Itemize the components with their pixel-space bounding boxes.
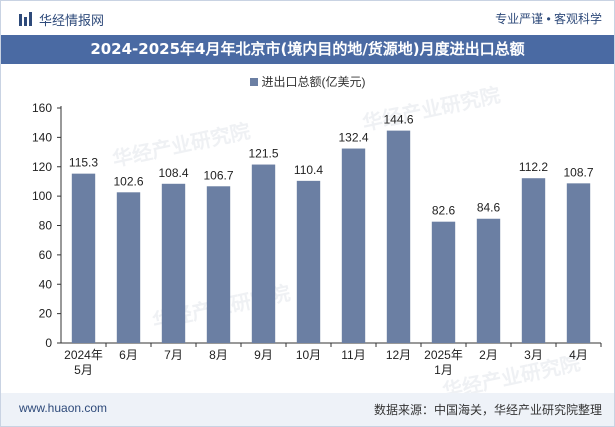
data-label: 84.6: [477, 201, 501, 215]
bar: [251, 164, 276, 343]
data-label: 102.6: [113, 174, 143, 188]
bar: [71, 173, 96, 343]
x-tick-label: 2024年: [64, 348, 103, 362]
bar: [206, 186, 231, 343]
data-label: 108.7: [563, 165, 593, 179]
bar: [476, 218, 501, 343]
x-tick-label: 10月: [296, 348, 321, 362]
x-tick-label: 6月: [119, 348, 138, 362]
legend-swatch: [249, 78, 258, 86]
bar: [161, 183, 186, 343]
x-tick-label: 9月: [254, 348, 273, 362]
data-label: 115.3: [69, 156, 98, 170]
y-tick-label: 160: [32, 101, 52, 115]
x-tick-label: 5月: [74, 363, 93, 377]
bar: [341, 148, 366, 343]
legend: 进出口总额(亿美元): [1, 73, 614, 90]
y-tick-label: 40: [39, 277, 53, 291]
x-tick-label: 2月: [479, 348, 498, 362]
top-bar: 华经情报网 专业严谨 • 客观科学: [1, 1, 614, 35]
x-tick-label: 3月: [524, 348, 543, 362]
y-tick-label: 80: [39, 219, 53, 233]
bar: [566, 183, 591, 343]
bar: [386, 130, 411, 343]
y-tick-label: 60: [39, 248, 53, 262]
brand: 华经情报网: [19, 10, 104, 28]
data-label: 144.6: [383, 113, 413, 127]
y-tick-label: 20: [39, 307, 53, 321]
chart-title: 2024-2025年4月年北京市(境内目的地/货源地)月度进出口总额: [1, 35, 614, 64]
bar-chart-logo-icon: [19, 12, 32, 26]
brand-name: 华经情报网: [39, 12, 105, 28]
x-tick-label: 11月: [341, 348, 365, 362]
x-tick-label: 1月: [434, 363, 453, 377]
data-label: 112.2: [519, 160, 548, 174]
y-tick-label: 140: [32, 130, 52, 144]
x-tick-label: 7月: [164, 348, 183, 362]
data-label: 132.4: [338, 131, 368, 145]
bar: [296, 180, 321, 343]
x-tick-label: 2025年: [424, 348, 463, 362]
data-label: 106.7: [203, 168, 233, 182]
legend-label: 进出口总额(亿美元): [261, 75, 366, 89]
data-label: 121.5: [248, 147, 278, 161]
y-tick-label: 0: [45, 336, 52, 350]
bar: [431, 221, 456, 343]
bar: [521, 178, 546, 343]
footer: www.huaon.com 数据来源：中国海关，华经产业研究院整理: [1, 393, 614, 426]
data-source: 数据来源：中国海关，华经产业研究院整理: [373, 403, 602, 417]
bar: [116, 192, 141, 343]
data-label: 110.4: [294, 163, 323, 177]
website-link[interactable]: www.huaon.com: [19, 401, 108, 415]
y-tick-label: 120: [32, 160, 52, 174]
tagline: 专业严谨 • 客观科学: [495, 12, 602, 26]
x-tick-label: 4月: [569, 348, 588, 362]
data-label: 82.6: [432, 204, 456, 218]
y-tick-label: 100: [32, 189, 52, 203]
data-label: 108.4: [158, 166, 188, 180]
x-tick-label: 8月: [209, 348, 228, 362]
x-tick-label: 12月: [386, 348, 411, 362]
